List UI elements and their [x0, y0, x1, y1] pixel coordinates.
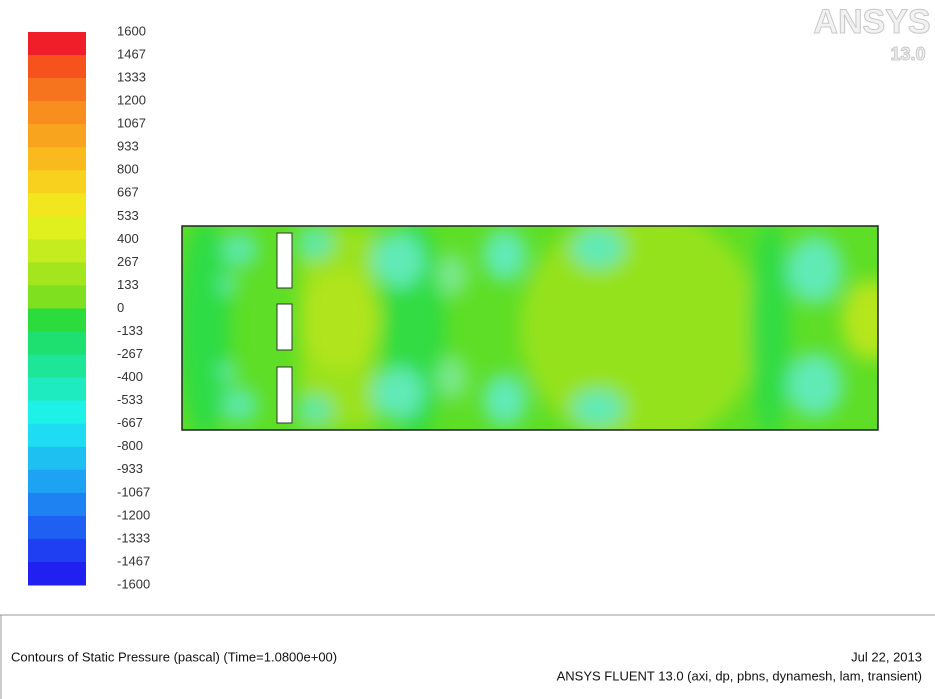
colorbar: 1600 1467 1333 1200 1067 933 800 667 533 400 267 13… [28, 23, 150, 591]
colorbar-band [28, 538, 86, 563]
colorbar-label: 1067 [117, 116, 146, 131]
colorbar-band [28, 354, 86, 379]
colorbar-label: 533 [117, 208, 139, 223]
colorbar-band [28, 101, 86, 125]
colorbar-band [28, 193, 86, 217]
colorbar-band [28, 469, 86, 494]
colorbar-band [28, 423, 86, 448]
colorbar-label: 0 [117, 300, 124, 315]
colorbar-label: 133 [117, 277, 139, 292]
colorbar-label: -400 [117, 369, 143, 384]
colorbar-label: 667 [117, 185, 139, 200]
colorbar-band [28, 170, 86, 194]
colorbar-band [28, 446, 86, 471]
colorbar-band [28, 377, 86, 402]
colorbar-band [28, 515, 86, 540]
logo-version: 13.0 [890, 44, 925, 64]
colorbar-label: 400 [117, 231, 139, 246]
colorbar-label: 1200 [117, 93, 146, 108]
colorbar-band [28, 147, 86, 171]
colorbar-label: -1200 [117, 507, 150, 522]
colorbar-label: 1333 [117, 70, 146, 85]
colorbar-label: -1067 [117, 484, 150, 499]
colorbar-label: -267 [117, 346, 143, 361]
colorbar-band [28, 400, 86, 425]
logo-name: ANSYS [813, 3, 930, 41]
colorbar-label: -1467 [117, 553, 150, 568]
colorbar-band [28, 308, 86, 333]
colorbar-label: 800 [117, 162, 139, 177]
footer-title: Contours of Static Pressure (pascal) (Ti… [11, 649, 337, 664]
colorbar-label: 933 [117, 139, 139, 154]
colorbar-band [28, 331, 86, 356]
colorbar-label: 1467 [117, 46, 146, 61]
colorbar-band [28, 216, 86, 240]
colorbar-band [28, 561, 86, 586]
colorbar-label: -933 [117, 461, 143, 476]
colorbar-band [28, 78, 86, 102]
colorbar-label: 267 [117, 254, 139, 269]
colorbar-band [28, 262, 86, 286]
colorbar-band [28, 285, 86, 309]
colorbar-band [28, 32, 86, 56]
colorbar-band [28, 239, 86, 263]
footer-solver: ANSYS FLUENT 13.0 (axi, dp, pbns, dyname… [557, 668, 922, 683]
plate [276, 232, 293, 424]
contour-plot [182, 226, 878, 430]
colorbar-band [28, 124, 86, 148]
colorbar-label: -533 [117, 392, 143, 407]
colorbar-label: -800 [117, 438, 143, 453]
colorbar-band [28, 492, 86, 517]
colorbar-band [28, 55, 86, 79]
colorbar-label: 1600 [117, 23, 146, 38]
colorbar-label: -133 [117, 323, 143, 338]
footer-date: Jul 22, 2013 [851, 649, 922, 664]
colorbar-label: -1333 [117, 530, 150, 545]
colorbar-label: -667 [117, 415, 143, 430]
colorbar-label: -1600 [117, 576, 150, 591]
domain-border [181, 225, 879, 431]
